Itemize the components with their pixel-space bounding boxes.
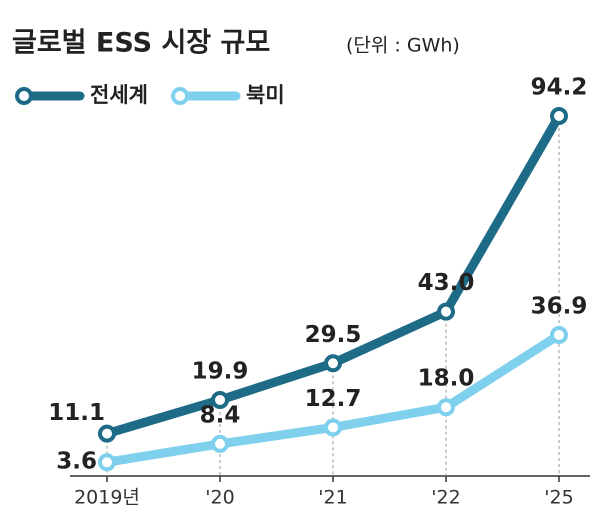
x-tick-label: '20 <box>205 487 234 509</box>
point <box>211 434 229 453</box>
legend-marker <box>171 87 189 105</box>
x-tick-label: '25 <box>544 487 573 509</box>
point <box>98 453 116 472</box>
point <box>437 398 455 417</box>
legend-label: 북미 <box>246 83 285 107</box>
point <box>550 107 568 125</box>
point <box>550 325 568 344</box>
point <box>324 418 342 437</box>
point <box>437 302 455 321</box>
value-label: 94.2 <box>531 75 588 101</box>
x-tick-label: 2019년 <box>74 487 140 509</box>
value-label: 29.5 <box>305 322 362 348</box>
chart-title: 글로벌 ESS 시장 규모 <box>12 28 270 59</box>
point <box>98 424 116 443</box>
value-label: 11.1 <box>48 400 105 426</box>
chart-subtitle: (단위 : GWh) <box>346 35 460 57</box>
value-label: 18.0 <box>418 366 475 392</box>
value-label: 43.0 <box>418 270 475 296</box>
value-label: 36.9 <box>531 293 588 319</box>
x-tick-label: '21 <box>318 487 347 509</box>
value-label: 12.7 <box>305 386 362 412</box>
x-tick-label: '22 <box>431 487 460 509</box>
point <box>211 390 229 409</box>
value-label: 19.9 <box>192 358 249 384</box>
value-label: 8.4 <box>200 402 241 428</box>
value-label: 3.6 <box>56 449 97 475</box>
legend-marker <box>15 87 33 105</box>
point <box>324 354 342 373</box>
legend-label: 전세계 <box>90 83 148 107</box>
